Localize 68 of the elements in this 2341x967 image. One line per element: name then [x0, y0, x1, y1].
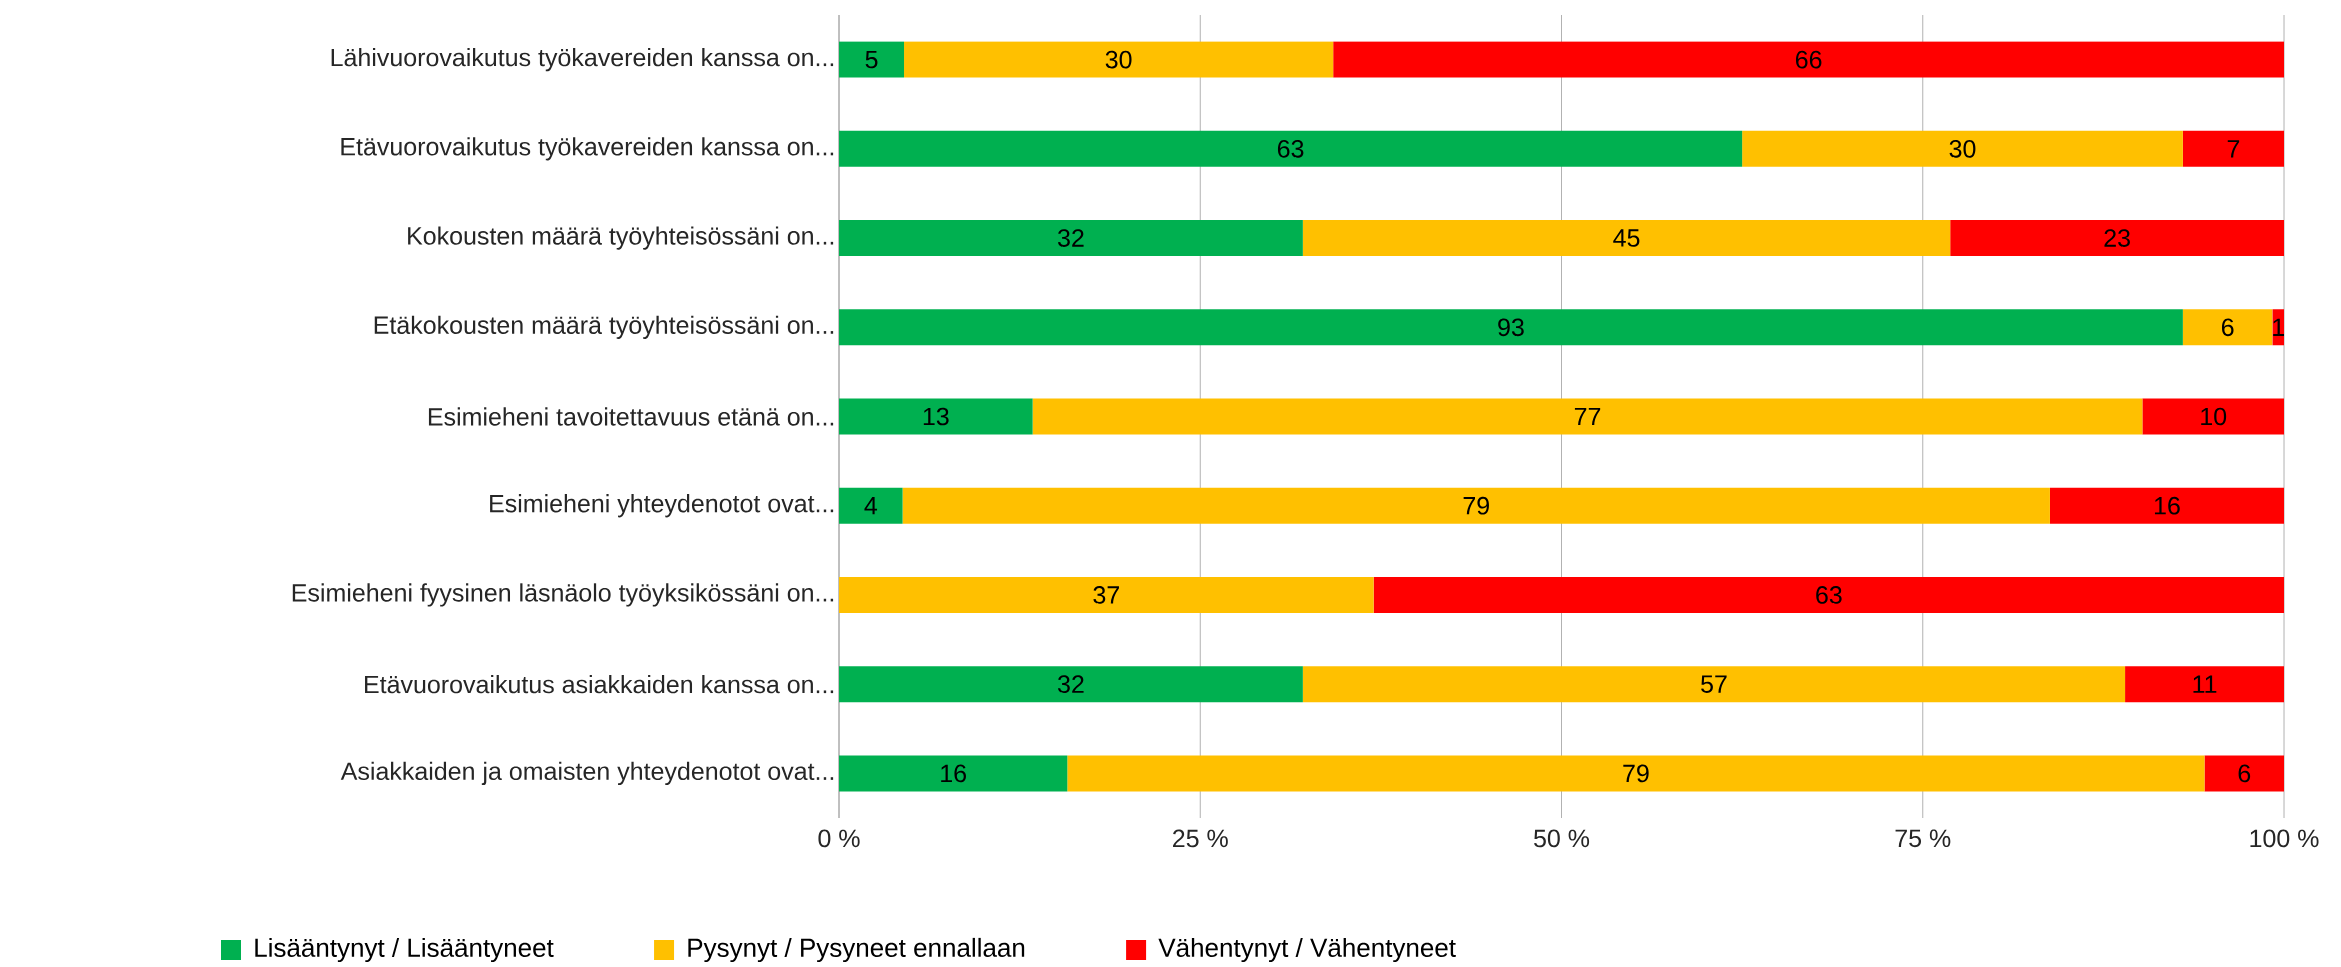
data-label: 79: [1623, 764, 1649, 783]
data-label: 77: [1574, 407, 1601, 426]
data-label: 57: [1701, 675, 1727, 693]
bar: [1032, 398, 2143, 435]
data-label: 45: [1613, 229, 1640, 247]
bar: [2204, 755, 2285, 792]
bar: [1742, 130, 2183, 167]
data-label: 23: [2104, 229, 2130, 247]
data-label: 30: [1949, 139, 1976, 158]
legend-label: Vähentynyt / Vähentyneet: [1158, 937, 1456, 963]
y-tick-label: Etävuorovaikutus asiakkaiden kanssa on...: [365, 675, 834, 694]
data-label: 10: [2201, 407, 2227, 426]
legend-label: Pysynyt / Pysyneet ennallaan: [688, 937, 1025, 963]
bar: [2125, 666, 2285, 703]
x-tick-label: 0 %: [818, 829, 860, 848]
y-tick-label: Kokousten määrä työyhteisössäni on...: [408, 226, 834, 250]
data-label: 32: [1057, 675, 1084, 694]
bar: [839, 309, 2183, 346]
data-label: 32: [1057, 229, 1084, 247]
y-tick-label: Esimieheni yhteydenotot ovat...: [490, 494, 834, 518]
bar: [839, 41, 905, 78]
data-label: 6: [2221, 318, 2234, 337]
data-label: 16: [2154, 496, 2180, 515]
x-tick-label: 75 %: [1895, 829, 1951, 848]
bar: [1950, 220, 2285, 257]
data-label: 5: [865, 50, 878, 69]
y-tick-label: Etäkokousten määrä työyhteisössäni on...: [374, 315, 834, 339]
data-label: 79: [1463, 496, 1489, 515]
x-tick-label: 25 %: [1173, 829, 1228, 848]
data-label: 63: [1277, 139, 1304, 158]
bar: [2182, 130, 2285, 167]
bar: [1333, 41, 2285, 78]
bar: [902, 487, 2050, 524]
x-tick-label: 100 %: [2250, 829, 2319, 848]
bar: [839, 666, 1303, 703]
bar: [839, 487, 903, 524]
bar: [1302, 666, 2126, 703]
data-label: 13: [923, 407, 949, 426]
bar: [839, 130, 1743, 167]
bar: [2182, 309, 2273, 346]
data-label: 93: [1498, 318, 1524, 337]
data-label: 63: [1816, 586, 1842, 604]
data-label: 37: [1093, 586, 1119, 604]
x-tick-label: 50 %: [1534, 829, 1590, 848]
bar: [839, 576, 1374, 613]
data-label: 7: [2227, 140, 2240, 158]
bar: [2142, 398, 2285, 435]
bar: [839, 220, 1303, 257]
bar: [1373, 576, 2285, 613]
bar: [1302, 220, 1951, 257]
data-label: 30: [1105, 50, 1132, 69]
data-label: 16: [941, 764, 966, 783]
data-label: 1: [2273, 318, 2284, 336]
y-tick-label: Etävuorovaikutus työkavereiden kanssa on...: [341, 137, 834, 161]
bar: [2049, 487, 2285, 524]
y-tick-label: Lähivuorovaikutus työkavereiden kanssa on...: [331, 47, 834, 72]
bar: [1067, 755, 2205, 792]
y-tick-label: Asiakkaiden ja omaisten yhteydenotot ovat...: [340, 761, 834, 786]
y-tick-label: Esimieheni tavoitettavuus etänä on...: [428, 407, 834, 426]
data-label: 66: [1795, 50, 1822, 69]
data-label: 11: [2193, 675, 2217, 693]
y-tick-label: Esimieheni fyysinen läsnäolo työyksikössäni on...: [292, 583, 834, 607]
bar: [839, 755, 1068, 792]
data-label: 4: [864, 497, 878, 515]
data-label: 6: [2238, 764, 2251, 783]
legend-label: Lisääntynyt / Lisääntyneet: [255, 937, 554, 963]
bar: [839, 398, 1033, 435]
bar: [904, 41, 1334, 78]
